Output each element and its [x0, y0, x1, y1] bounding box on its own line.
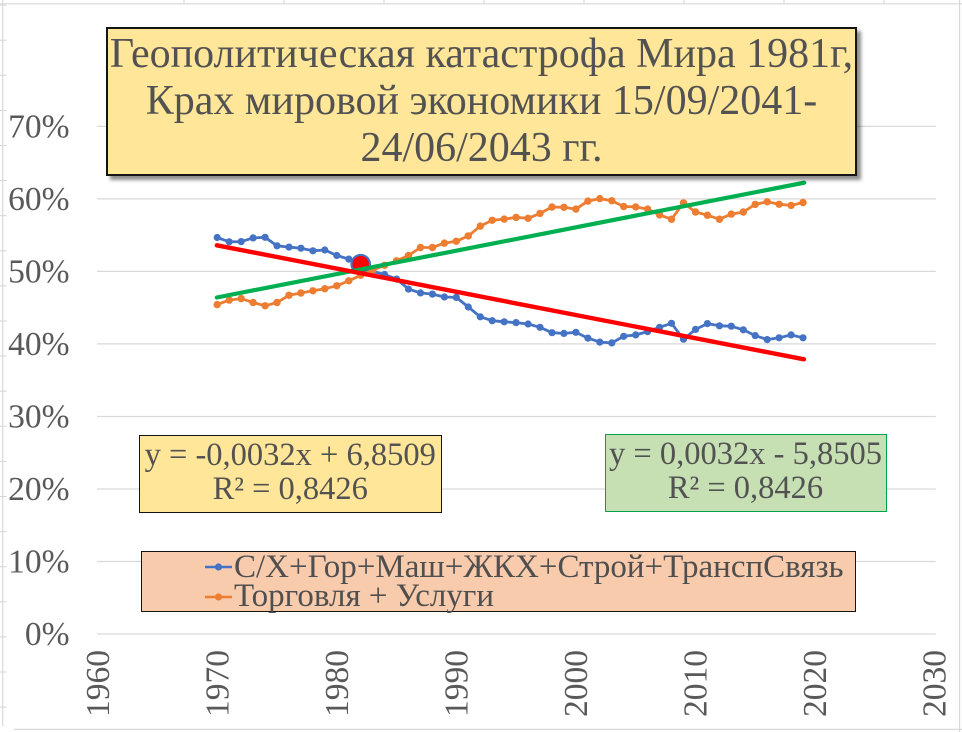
- svg-text:1990: 1990: [438, 650, 475, 717]
- svg-text:2030: 2030: [917, 650, 954, 717]
- svg-text:20%: 20%: [8, 471, 69, 508]
- svg-text:70%: 70%: [8, 109, 69, 146]
- svg-text:50%: 50%: [8, 254, 69, 291]
- svg-text:2020: 2020: [797, 650, 834, 717]
- svg-text:1980: 1980: [319, 650, 356, 717]
- svg-text:2000: 2000: [558, 650, 595, 717]
- svg-text:0%: 0%: [25, 616, 70, 653]
- svg-text:40%: 40%: [8, 326, 69, 363]
- svg-text:2010: 2010: [678, 650, 715, 717]
- svg-text:10%: 10%: [8, 544, 69, 581]
- svg-text:60%: 60%: [8, 181, 69, 218]
- svg-text:1960: 1960: [80, 650, 117, 717]
- svg-text:30%: 30%: [8, 399, 69, 436]
- svg-text:1970: 1970: [199, 650, 236, 717]
